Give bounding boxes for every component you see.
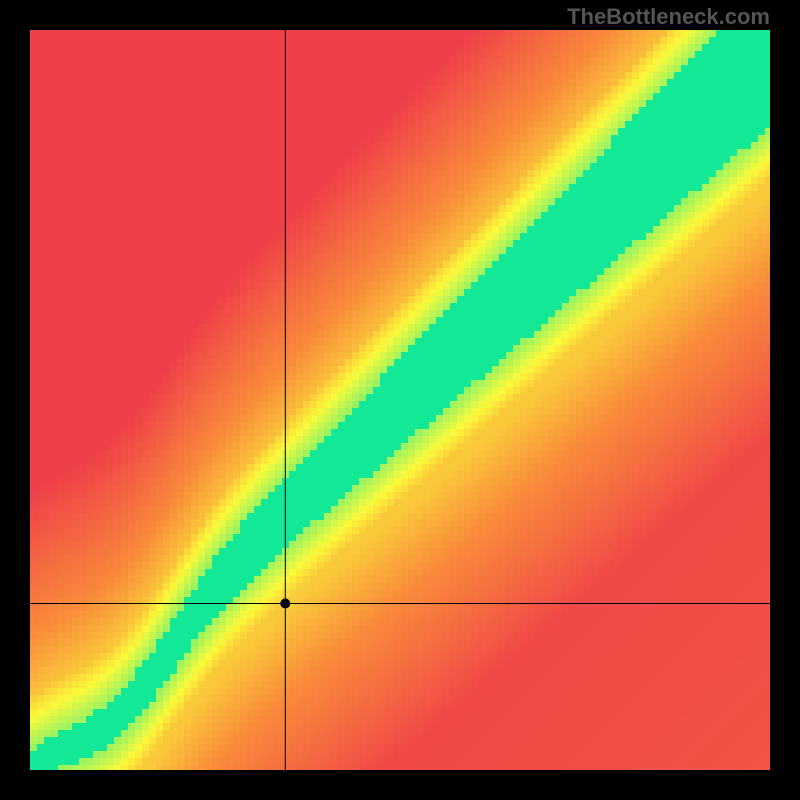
crosshair-marker (280, 599, 290, 609)
heatmap-plot (30, 30, 770, 770)
heatmap-svg (30, 30, 770, 770)
watermark-text: TheBottleneck.com (567, 4, 770, 30)
